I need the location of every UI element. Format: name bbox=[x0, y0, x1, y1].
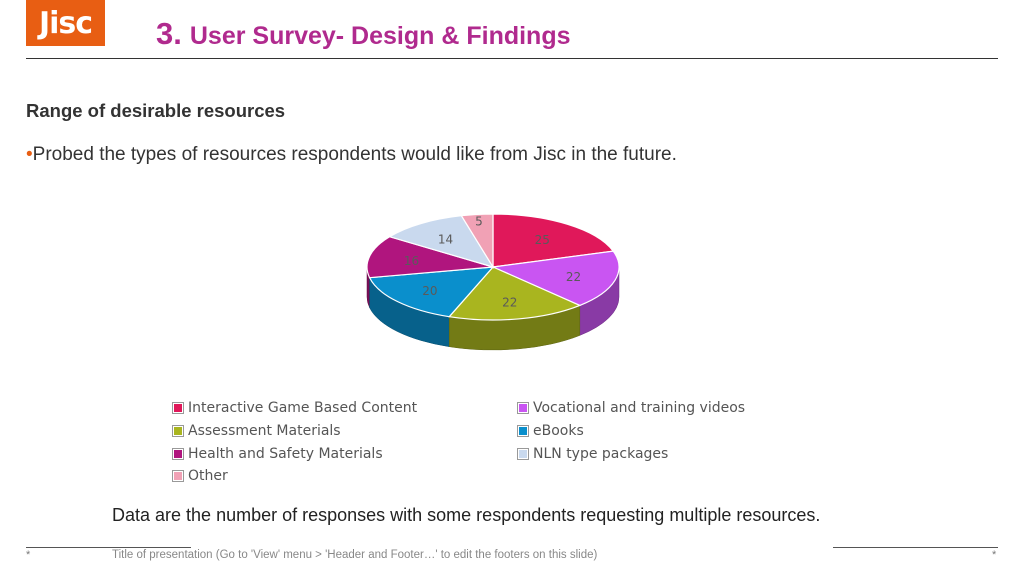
data-note: Data are the number of responses with so… bbox=[112, 505, 821, 525]
footer-marker-left: * bbox=[26, 549, 31, 561]
legend-label: Vocational and training videos bbox=[533, 400, 746, 416]
legend-label: Interactive Game Based Content bbox=[188, 400, 418, 416]
section-subtitle: Range of desirable resources bbox=[26, 100, 286, 121]
legend-swatch bbox=[517, 448, 529, 460]
slide-title: 3. User Survey- Design & Findings bbox=[156, 16, 571, 52]
bullet-marker: • bbox=[26, 144, 33, 165]
legend-label: Health and Safety Materials bbox=[188, 446, 383, 462]
pie-slice-other bbox=[460, 213, 494, 270]
title-divider bbox=[26, 58, 998, 59]
legend-swatch bbox=[172, 470, 184, 482]
legend-item-health-and-safety-materials: Health and Safety Materials bbox=[172, 446, 383, 462]
data-label-other: 5 bbox=[475, 215, 483, 229]
title-text: User Survey- Design & Findings bbox=[189, 22, 571, 50]
data-label-interactive-game-based-content: 25 bbox=[535, 233, 550, 247]
bullet-text: Probed the types of resources respondent… bbox=[32, 144, 672, 165]
data-label-ebooks: 20 bbox=[422, 284, 437, 298]
legend-item-ebooks: eBooks bbox=[517, 423, 584, 439]
pie-slice-nln-type-packages bbox=[388, 215, 495, 269]
data-label-nln-type-packages: 14 bbox=[438, 232, 453, 246]
data-label-health-and-safety-materials: 16 bbox=[404, 254, 419, 268]
legend-label: eBooks bbox=[533, 423, 584, 439]
legend-swatch bbox=[172, 448, 184, 460]
legend-item-nln-type-packages: NLN type packages bbox=[517, 446, 668, 462]
footer-text: Title of presentation (Go to 'View' menu… bbox=[112, 549, 598, 561]
bullet-point: •Probed the types of resources responden… bbox=[26, 144, 677, 166]
legend-swatch bbox=[172, 402, 184, 414]
jisc-logo: Jisc bbox=[26, 0, 105, 46]
legend-label: NLN type packages bbox=[533, 446, 669, 462]
logo-text: Jisc bbox=[38, 5, 93, 41]
pie-slice-vocational-and-training-videos bbox=[490, 250, 620, 307]
resources-pie-chart: 25 22 22 20 16 14 5 bbox=[366, 213, 620, 351]
legend-swatch bbox=[172, 425, 184, 437]
footer-rule-left bbox=[26, 547, 191, 548]
legend-label: Other bbox=[188, 468, 228, 484]
legend-item-assessment-materials: Assessment Materials bbox=[172, 423, 341, 439]
pie-slice-health-and-safety-materials bbox=[366, 236, 494, 279]
legend-item-vocational-and-training-videos: Vocational and training videos bbox=[517, 400, 745, 416]
title-number: 3. bbox=[156, 16, 182, 51]
legend-item-interactive-game-based-content: Interactive Game Based Content bbox=[172, 400, 417, 416]
data-label-assessment-materials: 22 bbox=[502, 295, 517, 309]
data-label-vocational-and-training-videos: 22 bbox=[566, 270, 581, 284]
legend-swatch bbox=[517, 425, 529, 437]
bullet-end: . bbox=[671, 144, 677, 165]
legend-item-other: Other bbox=[172, 468, 228, 484]
legend-label: Assessment Materials bbox=[188, 423, 341, 439]
footer-marker-right: * bbox=[992, 549, 997, 561]
footer-rule-right bbox=[833, 547, 998, 548]
legend-swatch bbox=[517, 402, 529, 414]
pie-slice-ebooks bbox=[368, 266, 495, 318]
pie-slice-interactive-game-based-content bbox=[492, 213, 615, 268]
